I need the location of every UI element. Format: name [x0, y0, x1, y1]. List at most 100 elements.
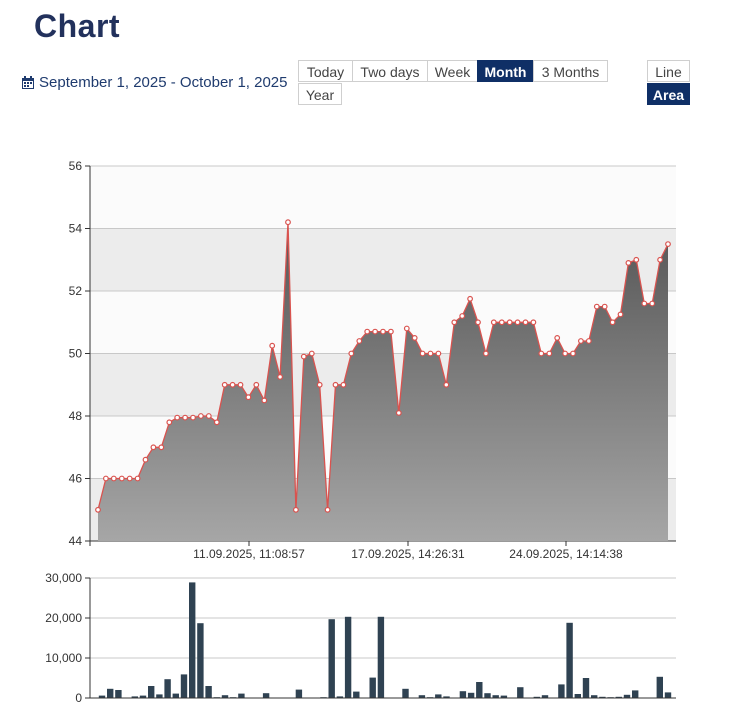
volume-bar: [328, 619, 335, 698]
y-tick-label: 56: [69, 159, 83, 173]
data-point: [459, 313, 466, 319]
volume-bar: [443, 696, 450, 698]
data-point: [182, 414, 189, 421]
volume-bar: [369, 677, 376, 698]
volume-bar: [533, 696, 540, 698]
data-point: [205, 413, 212, 419]
data-point: [372, 328, 379, 335]
data-point: [126, 475, 133, 482]
volume-bar: [172, 693, 179, 698]
data-point: [633, 256, 640, 263]
data-point: [364, 328, 371, 335]
data-point: [419, 350, 426, 357]
data-point: [293, 506, 299, 513]
data-point: [158, 444, 165, 451]
data-point: [617, 311, 624, 318]
data-point: [221, 381, 228, 388]
data-point: [625, 260, 632, 266]
volume-bar: [566, 622, 573, 698]
data-point: [356, 338, 363, 344]
volume-bar: [131, 696, 138, 698]
volume-bar: [418, 695, 426, 698]
volume-bar: [615, 696, 622, 698]
volume-bar: [582, 678, 590, 698]
volume-bar: [558, 684, 565, 698]
chart-type-area-button[interactable]: Area: [647, 83, 690, 105]
data-point: [150, 444, 157, 451]
data-point: [340, 381, 347, 388]
volume-bar: [262, 693, 270, 698]
data-point: [332, 381, 339, 388]
calendar-icon: [22, 76, 34, 89]
bar-y-tick-label: 30,000: [45, 571, 82, 585]
data-point: [308, 350, 315, 357]
data-point: [102, 475, 109, 482]
volume-bar: [656, 676, 663, 698]
volume-bar: [591, 695, 598, 698]
data-point: [95, 506, 101, 513]
data-point: [245, 394, 252, 401]
data-point: [609, 319, 616, 326]
page-title: Chart: [34, 8, 121, 44]
y-tick-label: 44: [69, 534, 83, 548]
data-point: [514, 319, 521, 326]
bar-y-tick-label: 0: [75, 691, 82, 705]
range-3-months-button[interactable]: 3 Months: [533, 60, 608, 82]
volume-bar: [205, 686, 212, 698]
y-tick-label: 52: [69, 284, 83, 298]
x-tick-label: 24.09.2025, 14:14:38: [509, 547, 623, 561]
data-point: [110, 475, 117, 482]
volume-bar: [377, 616, 385, 698]
data-point: [300, 353, 307, 360]
data-point: [657, 256, 663, 263]
data-point: [530, 319, 537, 326]
data-point: [578, 338, 584, 344]
range-two-days-button[interactable]: Two days: [352, 60, 428, 82]
volume-bar: [98, 695, 106, 698]
data-point: [411, 335, 418, 341]
data-point: [174, 414, 181, 421]
range-today-button[interactable]: Today: [298, 60, 353, 82]
data-point: [348, 350, 355, 357]
data-point: [190, 414, 196, 421]
data-point: [665, 241, 671, 248]
chart-type-line-button[interactable]: Line: [647, 60, 690, 82]
y-tick-label: 50: [69, 347, 83, 361]
y-tick-label: 54: [69, 222, 83, 236]
volume-bar: [517, 687, 524, 698]
plot-band: [90, 228, 676, 291]
volume-bar: [344, 616, 352, 698]
volume-bar: [492, 695, 499, 698]
data-point: [285, 219, 291, 226]
data-point: [506, 319, 513, 326]
volume-bar: [197, 623, 204, 698]
x-tick-label: 17.09.2025, 14:26:31: [351, 547, 465, 561]
date-range-picker[interactable]: September 1, 2025 - October 1, 2025: [22, 74, 288, 91]
range-month-button[interactable]: Month: [477, 60, 534, 82]
data-point: [253, 381, 260, 388]
range-week-button[interactable]: Week: [427, 60, 478, 82]
data-point: [554, 335, 561, 341]
date-range-label: September 1, 2025 - October 1, 2025: [39, 74, 288, 91]
data-point: [522, 319, 529, 326]
data-point: [593, 303, 600, 310]
data-point: [546, 350, 553, 357]
y-tick-label: 48: [69, 409, 83, 423]
volume-bar: [115, 690, 122, 698]
volume-bar: [148, 686, 155, 698]
volume-bar: [599, 696, 606, 698]
volume-bar: [189, 582, 196, 698]
data-point: [570, 350, 576, 357]
volume-bar: [402, 688, 409, 698]
volume-bar: [632, 690, 639, 698]
data-point: [316, 381, 323, 388]
data-point: [395, 410, 402, 416]
area-fill: [98, 222, 668, 541]
volume-bar: [574, 694, 581, 698]
data-point: [641, 300, 648, 307]
range-year-button[interactable]: Year: [298, 83, 342, 105]
volume-bar: [623, 694, 631, 698]
bar-y-tick-label: 20,000: [45, 611, 82, 625]
data-point: [237, 381, 244, 388]
data-point: [324, 506, 331, 513]
